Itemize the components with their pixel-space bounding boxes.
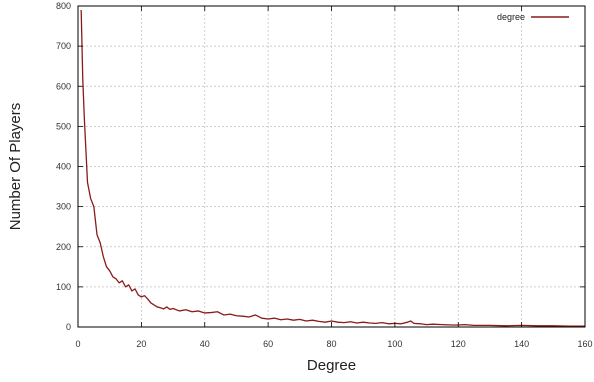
y-tick-label: 600 (56, 81, 71, 91)
x-tick-label: 160 (577, 339, 592, 349)
grid (78, 6, 585, 327)
legend-label: degree (497, 12, 525, 22)
x-axis-title: Degree (307, 357, 356, 374)
y-tick-label: 400 (56, 162, 71, 172)
x-tick-label: 80 (326, 339, 336, 349)
x-tick-label: 20 (136, 339, 146, 349)
y-tick-label: 700 (56, 41, 71, 51)
y-tick-label: 200 (56, 242, 71, 252)
y-axis-title: Number Of Players (7, 103, 24, 231)
x-axis-ticks: 0 20 40 60 80 100 120 140 160 (75, 6, 593, 349)
x-tick-label: 40 (200, 339, 210, 349)
y-tick-label: 500 (56, 121, 71, 131)
series-layer (80, 9, 585, 327)
y-tick-label: 800 (56, 1, 71, 11)
x-tick-label: 0 (75, 339, 80, 349)
y-tick-label: 100 (56, 282, 71, 292)
x-tick-label: 120 (451, 339, 466, 349)
y-tick-label: 300 (56, 202, 71, 212)
x-tick-label: 140 (514, 339, 529, 349)
x-tick-label: 100 (387, 339, 402, 349)
y-tick-label: 0 (66, 322, 71, 332)
series-line-degree (80, 9, 585, 327)
legend: degree (497, 12, 569, 22)
x-tick-label: 60 (263, 339, 273, 349)
y-axis-ticks: 0 100 200 300 400 500 600 700 800 (56, 1, 585, 332)
